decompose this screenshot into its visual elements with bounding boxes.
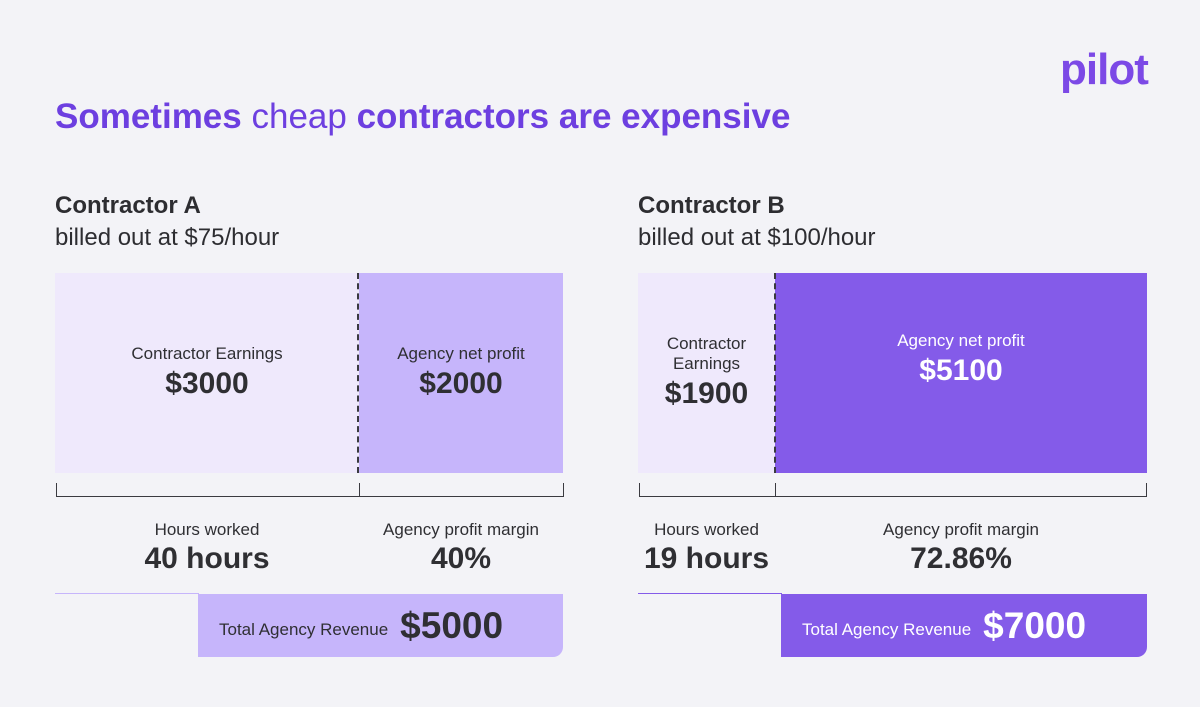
contractor-a-hours: Hours worked 40 hours [55, 519, 359, 577]
contractor-a-profit-label: Agency net profit [397, 344, 525, 363]
contractor-b-margin-bracket [775, 483, 1147, 497]
contractor-b-hours-label: Hours worked [654, 520, 759, 539]
headline-part-2: cheap [251, 97, 347, 136]
contractor-a-total-label: Total Agency Revenue [219, 619, 389, 639]
contractor-b-earnings-label: Contractor Earnings [666, 334, 747, 373]
contractor-a-margin-value: 40% [430, 542, 492, 575]
contractor-b-total-rule [638, 593, 782, 594]
contractor-a-earnings-label: Contractor Earnings [131, 344, 283, 363]
contractor-b-total-bar: Total Agency Revenue $7000 [781, 594, 1147, 657]
contractor-b-hours-bracket [639, 483, 776, 497]
headline-part-3: contractors are expensive [356, 97, 791, 136]
contractor-a-earnings-value: $3000 [165, 367, 249, 400]
contractor-b-profit-label: Agency net profit [897, 331, 1025, 350]
contractor-a-margin-label: Agency profit margin [383, 520, 539, 539]
contractor-b-hours-value: 19 hours [643, 542, 770, 575]
contractor-a-margin: Agency profit margin 40% [359, 519, 563, 577]
contractor-b-dashed-divider [774, 273, 776, 473]
contractor-a-margin-bracket [359, 483, 564, 497]
contractor-b-margin-label: Agency profit margin [883, 520, 1039, 539]
contractor-a-total-rule [55, 593, 199, 594]
contractor-a-hours-bracket [56, 483, 360, 497]
contractor-a-profit-box: Agency net profit $2000 [359, 273, 563, 473]
contractor-b-earnings-box: Contractor Earnings $1900 [638, 273, 775, 473]
contractor-b-total-label: Total Agency Revenue [802, 619, 972, 639]
contractor-a-hours-label: Hours worked [154, 520, 260, 539]
contractor-b-rate: billed out at $100/hour [638, 224, 876, 251]
contractor-a-dashed-divider [357, 273, 359, 473]
contractor-b-margin: Agency profit margin 72.86% [775, 519, 1147, 577]
contractor-a-total-bar: Total Agency Revenue $5000 [198, 594, 563, 657]
contractor-a-rate: billed out at $75/hour [55, 224, 280, 251]
contractor-b-name: Contractor B [638, 192, 785, 219]
contractor-a-hours-value: 40 hours [144, 542, 270, 575]
contractor-a-profit-value: $2000 [419, 367, 503, 400]
contractor-b-hours: Hours worked 19 hours [638, 519, 775, 577]
contractor-b-profit-box: Agency net profit $5100 [775, 273, 1147, 473]
contractor-b-profit-value: $5100 [919, 354, 1003, 387]
page-title: Sometimes cheap contractors are expensiv… [55, 96, 790, 138]
headline-part-1: Sometimes [55, 97, 242, 136]
contractor-b-earnings-value: $1900 [664, 377, 749, 410]
contractor-a-earnings-box: Contractor Earnings $3000 [55, 273, 359, 473]
contractor-b-margin-value: 72.86% [910, 542, 1012, 575]
pilot-logo: pilot [1060, 45, 1149, 94]
contractor-b-total-value: $7000 [983, 604, 1087, 646]
contractor-a-name: Contractor A [55, 192, 201, 219]
contractor-a-total-value: $5000 [400, 604, 504, 646]
